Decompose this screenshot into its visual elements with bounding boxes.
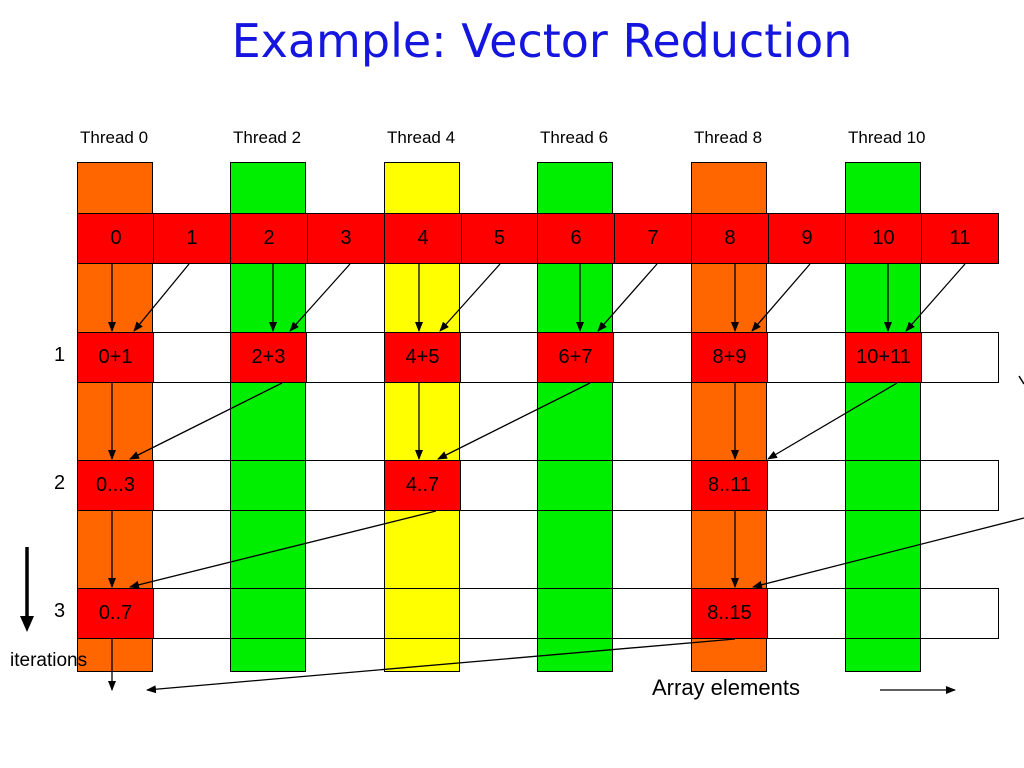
partial-sum-cell: 8..15 — [691, 588, 768, 639]
arrow — [767, 382, 898, 460]
offscreen-arrowhead — [1018, 375, 1024, 385]
iteration-number: 3 — [54, 600, 66, 622]
partial-sum-cell: 4..7 — [384, 460, 461, 511]
thread-label: Thread 4 — [387, 128, 456, 147]
partial-sum-cell: 8+9 — [691, 332, 768, 383]
partial-sum-cell: 4+5 — [384, 332, 461, 383]
arrow — [289, 263, 351, 332]
partial-sum-cell: 0..7 — [77, 588, 154, 639]
arrow — [129, 382, 283, 460]
array-element: 5 — [461, 213, 538, 264]
thread-label: Thread 2 — [233, 128, 302, 147]
thread-label: Thread 10 — [848, 128, 926, 147]
arrow — [752, 517, 1024, 589]
array-elements-label: Array elements — [652, 675, 800, 700]
slide-title: Example: Vector Reduction — [231, 14, 853, 68]
arrow — [133, 263, 190, 332]
partial-sum-cell: 6+7 — [537, 332, 614, 383]
array-element: 7 — [614, 213, 692, 264]
arrow — [146, 638, 736, 694]
thread-label: Thread 0 — [80, 128, 149, 147]
array-element: 8 — [691, 213, 769, 264]
partial-sum-cell: 0...3 — [77, 460, 154, 511]
partial-sum-cell: 10+11 — [845, 332, 922, 383]
arrow — [597, 263, 658, 332]
thread-label: Thread 8 — [694, 128, 763, 147]
array-element: 11 — [921, 213, 999, 264]
iterations-label: iterations — [10, 650, 88, 671]
iteration-number: 2 — [54, 472, 66, 494]
arrow — [439, 263, 501, 332]
thread-label: Thread 6 — [540, 128, 609, 147]
iteration-number: 1 — [54, 344, 66, 366]
arrow — [905, 263, 966, 332]
array-element: 2 — [230, 213, 308, 264]
array-element: 4 — [384, 213, 462, 264]
arrow — [751, 263, 811, 332]
array-element: 10 — [845, 213, 922, 264]
partial-sum-cell: 0+1 — [77, 332, 154, 383]
partial-sum-cell: 8..11 — [691, 460, 768, 511]
arrow — [437, 382, 591, 460]
array-element: 0 — [77, 213, 154, 264]
arrow — [129, 510, 437, 589]
partial-sum-cell: 2+3 — [230, 332, 307, 383]
